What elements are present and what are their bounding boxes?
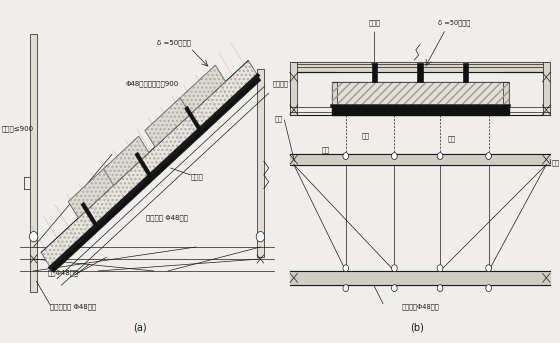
Polygon shape — [332, 82, 508, 106]
Polygon shape — [81, 202, 99, 229]
Circle shape — [391, 153, 397, 159]
Circle shape — [391, 285, 397, 292]
Text: 立杠: 立杠 — [552, 159, 559, 166]
Bar — [372, 63, 377, 82]
Circle shape — [391, 265, 397, 272]
Text: 钉模板: 钉模板 — [368, 19, 380, 26]
Circle shape — [343, 265, 349, 272]
Text: δ =50踏步状: δ =50踏步状 — [438, 19, 470, 26]
Polygon shape — [290, 271, 550, 285]
Text: 立杠䃩≤900: 立杠䃩≤900 — [1, 125, 34, 132]
Polygon shape — [332, 106, 508, 115]
Bar — [290, 62, 297, 115]
Polygon shape — [185, 106, 203, 133]
Bar — [418, 63, 423, 82]
Text: δ =50踏步状: δ =50踏步状 — [157, 39, 190, 46]
Polygon shape — [297, 62, 543, 72]
Text: 钉管拉杠: 钉管拉杠 — [273, 81, 288, 87]
Polygon shape — [68, 169, 114, 218]
Bar — [332, 82, 337, 115]
Circle shape — [30, 232, 38, 242]
Circle shape — [486, 153, 492, 159]
Polygon shape — [145, 98, 190, 147]
Text: 钉模: 钉模 — [362, 132, 370, 139]
Circle shape — [437, 285, 443, 292]
Circle shape — [343, 153, 349, 159]
Polygon shape — [180, 65, 226, 114]
Bar — [332, 82, 508, 106]
Bar — [30, 34, 37, 292]
Text: 背杠: 背杠 — [447, 135, 455, 142]
Polygon shape — [50, 75, 260, 272]
Text: 钉模板: 钉模板 — [190, 173, 203, 180]
Circle shape — [437, 265, 443, 272]
Circle shape — [437, 153, 443, 159]
Polygon shape — [104, 136, 149, 185]
Text: 斜撞Φ48钉管: 斜撞Φ48钉管 — [48, 269, 79, 276]
Polygon shape — [41, 60, 258, 268]
Text: Φ48钉管横拉杠䃩900: Φ48钉管横拉杠䃩900 — [126, 81, 179, 87]
Circle shape — [256, 232, 265, 242]
Text: 纵横背杠Φ48钉管: 纵横背杠Φ48钉管 — [401, 304, 439, 310]
Polygon shape — [290, 154, 550, 165]
Circle shape — [343, 285, 349, 292]
Text: 纵横背杠 Φ48钉管: 纵横背杠 Φ48钉管 — [146, 214, 188, 221]
Text: 斜撞: 斜撞 — [275, 115, 283, 122]
Circle shape — [486, 265, 492, 272]
Text: 纵横水平杠 Φ48钉管: 纵横水平杠 Φ48钉管 — [50, 304, 97, 310]
Bar — [503, 82, 508, 115]
Circle shape — [486, 285, 492, 292]
Text: (a): (a) — [133, 323, 147, 333]
Polygon shape — [135, 152, 153, 179]
Text: (b): (b) — [410, 323, 424, 333]
Bar — [463, 63, 468, 82]
Bar — [257, 69, 264, 257]
Text: 木模: 木模 — [322, 146, 330, 153]
Bar — [543, 62, 550, 115]
